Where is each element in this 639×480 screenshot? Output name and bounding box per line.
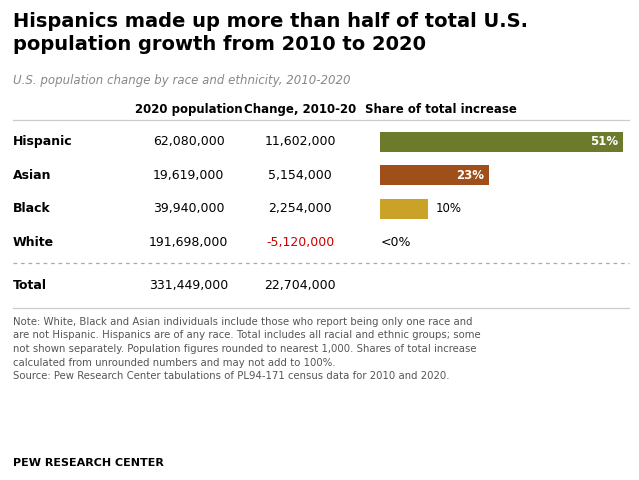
Text: Asian: Asian <box>13 168 51 182</box>
Text: PEW RESEARCH CENTER: PEW RESEARCH CENTER <box>13 458 164 468</box>
Bar <box>380 165 489 185</box>
Bar <box>380 132 623 152</box>
Text: Share of total increase: Share of total increase <box>365 103 517 116</box>
Text: 331,449,000: 331,449,000 <box>149 279 228 292</box>
Text: Hispanics made up more than half of total U.S.
population growth from 2010 to 20: Hispanics made up more than half of tota… <box>13 12 528 54</box>
Text: 11,602,000: 11,602,000 <box>265 135 336 148</box>
Text: 5,154,000: 5,154,000 <box>268 168 332 182</box>
Text: Total: Total <box>13 279 47 292</box>
Text: Note: White, Black and Asian individuals include those who report being only one: Note: White, Black and Asian individuals… <box>13 317 481 381</box>
Text: Black: Black <box>13 202 50 216</box>
Text: 23%: 23% <box>456 168 484 182</box>
Text: Change, 2010-20: Change, 2010-20 <box>244 103 357 116</box>
Text: -5,120,000: -5,120,000 <box>266 236 334 249</box>
Text: 39,940,000: 39,940,000 <box>153 202 224 216</box>
Text: Hispanic: Hispanic <box>13 135 72 148</box>
Text: <0%: <0% <box>380 236 411 249</box>
Text: 62,080,000: 62,080,000 <box>153 135 224 148</box>
Text: 2,254,000: 2,254,000 <box>268 202 332 216</box>
Text: 51%: 51% <box>590 135 618 148</box>
Text: 22,704,000: 22,704,000 <box>265 279 336 292</box>
Text: White: White <box>13 236 54 249</box>
Bar <box>380 199 427 219</box>
Text: 2020 population: 2020 population <box>135 103 242 116</box>
Text: 191,698,000: 191,698,000 <box>149 236 228 249</box>
Text: U.S. population change by race and ethnicity, 2010-2020: U.S. population change by race and ethni… <box>13 74 350 87</box>
Text: 19,619,000: 19,619,000 <box>153 168 224 182</box>
Text: 10%: 10% <box>435 202 461 216</box>
